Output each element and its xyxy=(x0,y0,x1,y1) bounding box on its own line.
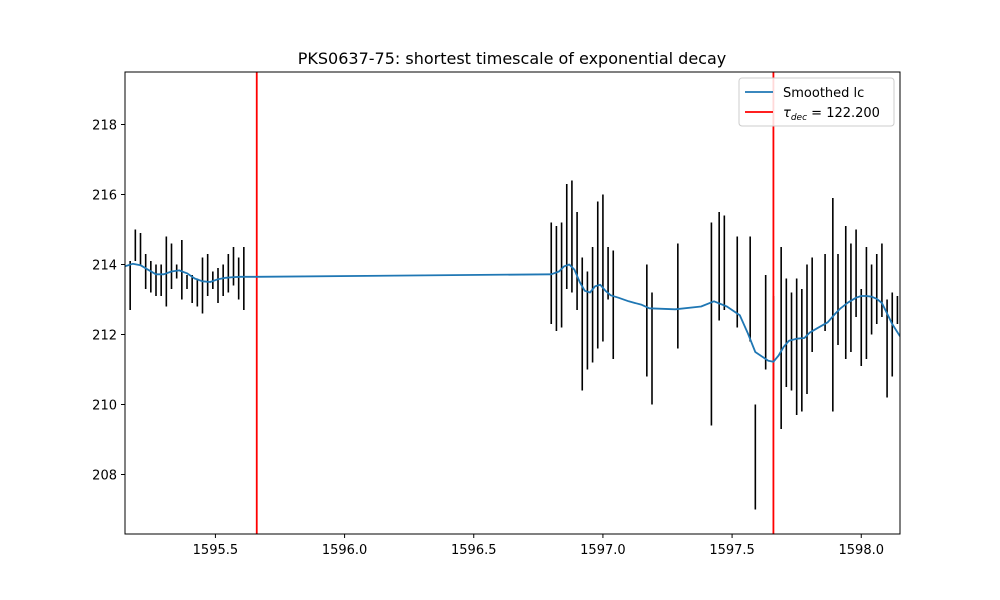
y-tick-label: 212 xyxy=(92,329,117,344)
axes: 1595.5 1596.0 1596.5 1597.0 1597.5 1598.0 208 2… xyxy=(92,119,884,559)
x-tick-label: 1597.5 xyxy=(709,543,755,558)
legend: Smoothed lc τdec = 122.200 xyxy=(738,77,895,127)
y-tick-label: 218 xyxy=(92,119,117,134)
x-tick-label: 1598.0 xyxy=(839,543,885,558)
x-tick-label: 1596.5 xyxy=(451,543,497,558)
legend-label: τdec = 122.200 xyxy=(783,106,880,123)
smoothed-lc-line xyxy=(125,262,900,363)
plot-area xyxy=(125,72,900,534)
y-tick-label: 210 xyxy=(92,399,117,414)
y-tick-label: 216 xyxy=(92,189,117,204)
x-tick-label: 1596.0 xyxy=(322,543,368,558)
legend-label: Smoothed lc xyxy=(783,86,864,101)
x-tick-label: 1595.5 xyxy=(193,543,239,558)
x-tick-label: 1597.0 xyxy=(580,543,626,558)
y-tick-label: 214 xyxy=(92,259,117,274)
y-tick-label: 208 xyxy=(92,469,117,484)
legend-box xyxy=(738,77,895,127)
chart-title: PKS0637-75: shortest timescale of expone… xyxy=(298,49,726,68)
axes-frame xyxy=(124,71,901,535)
